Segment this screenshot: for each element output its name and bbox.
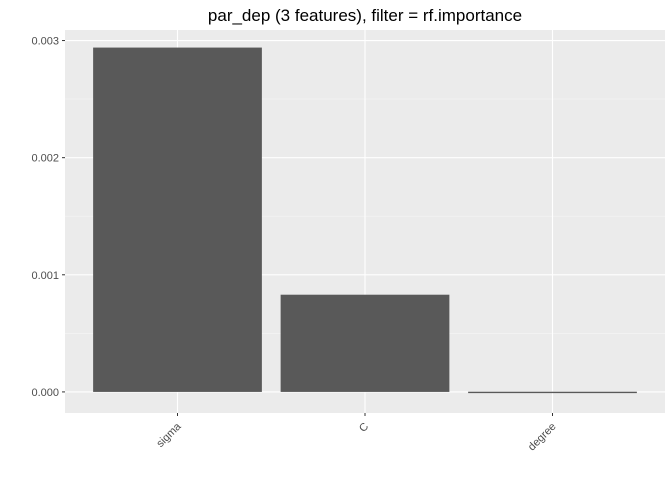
x-tick-label: C (357, 421, 371, 435)
y-tick-label: 0.000 (31, 387, 59, 399)
bar-C (280, 294, 450, 392)
x-tick-label: sigma (154, 420, 184, 450)
bar-degree (468, 391, 637, 394)
y-axis: 0.000 0.001 0.002 0.003 (31, 36, 65, 399)
y-tick-label: 0.002 (31, 153, 59, 165)
y-tick-label: 0.003 (31, 36, 59, 48)
chart-title: par_dep (3 features), filter = rf.import… (208, 6, 522, 25)
bar-sigma (93, 47, 262, 392)
bars (93, 47, 637, 394)
x-tick-label: degree (526, 421, 559, 454)
y-tick-label: 0.001 (31, 270, 59, 282)
